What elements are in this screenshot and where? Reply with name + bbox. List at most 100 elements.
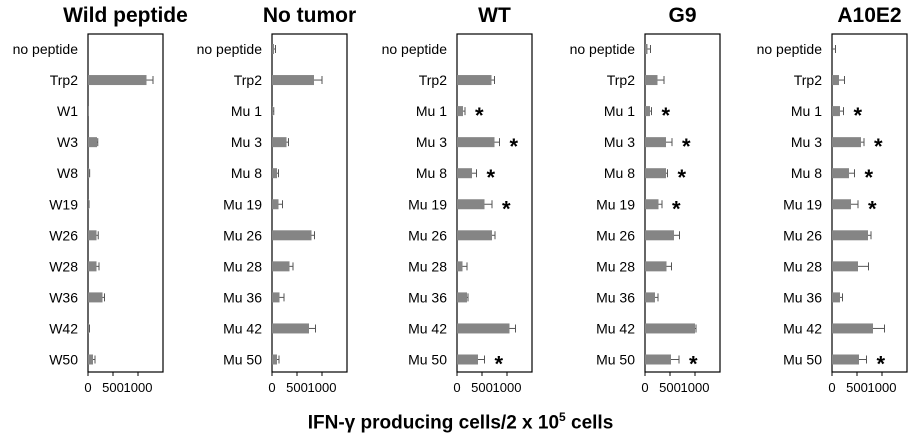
bar xyxy=(645,323,695,334)
bar xyxy=(88,137,97,148)
bar xyxy=(645,137,666,148)
x-axis-label-gamma: γ xyxy=(344,412,356,434)
bar xyxy=(832,106,840,117)
x-axis-label: IFN-γ producing cells/2 x 105 cells xyxy=(0,410,921,434)
panel-title: WT xyxy=(478,4,511,27)
category-label: W1 xyxy=(57,103,78,119)
category-label: Mu 19 xyxy=(596,196,635,212)
bar xyxy=(457,292,467,303)
x-tick-label: 1000 xyxy=(493,380,522,395)
bar xyxy=(457,261,463,272)
bar xyxy=(88,354,93,365)
category-label: Mu 8 xyxy=(231,165,262,181)
bar xyxy=(272,106,273,117)
bar xyxy=(457,323,510,334)
category-label: Mu 42 xyxy=(783,320,822,336)
bar xyxy=(832,354,859,365)
x-tick-label: 500 xyxy=(659,380,681,395)
category-label: W26 xyxy=(49,227,78,243)
bar xyxy=(645,168,666,179)
category-label: Mu 1 xyxy=(791,103,822,119)
significance-star: * xyxy=(487,165,496,190)
x-axis-label-exponent: 5 xyxy=(559,410,566,424)
bar xyxy=(645,106,650,117)
category-label: W19 xyxy=(49,196,78,212)
bar xyxy=(457,230,492,241)
category-label: no peptide xyxy=(382,41,448,57)
bar xyxy=(272,168,277,179)
category-label: Mu 1 xyxy=(231,103,262,119)
significance-star: * xyxy=(510,134,519,159)
category-label: Trp2 xyxy=(794,72,822,88)
bar xyxy=(88,75,147,86)
x-tick-label: 1000 xyxy=(124,380,153,395)
x-tick-label: 0 xyxy=(84,380,91,395)
x-tick-label: 500 xyxy=(846,380,868,395)
bar xyxy=(457,354,478,365)
x-tick-label: 1000 xyxy=(308,380,337,395)
bar xyxy=(645,199,659,210)
category-label: no peptide xyxy=(757,41,823,57)
x-tick-label: 0 xyxy=(453,380,460,395)
category-label: Mu 36 xyxy=(408,289,447,305)
category-label: W28 xyxy=(49,258,78,274)
category-label: Mu 3 xyxy=(604,134,635,150)
bar xyxy=(272,199,279,210)
category-label: W8 xyxy=(57,165,78,181)
significance-star: * xyxy=(502,196,511,221)
category-label: Mu 28 xyxy=(783,258,822,274)
category-label: Mu 19 xyxy=(783,196,822,212)
category-label: Mu 50 xyxy=(223,352,262,368)
category-label: Mu 50 xyxy=(783,352,822,368)
category-label: Mu 8 xyxy=(604,165,635,181)
significance-star: * xyxy=(854,103,863,128)
panel-title: Wild peptide xyxy=(63,4,188,27)
bar xyxy=(88,230,97,241)
bar xyxy=(272,323,309,334)
category-label: Mu 1 xyxy=(416,103,447,119)
significance-star: * xyxy=(678,165,687,190)
significance-star: * xyxy=(682,134,691,159)
category-label: Mu 28 xyxy=(408,258,447,274)
category-label: Mu 26 xyxy=(596,227,635,243)
significance-star: * xyxy=(868,196,877,221)
category-label: Mu 50 xyxy=(596,352,635,368)
x-tick-label: 0 xyxy=(641,380,648,395)
bar xyxy=(272,137,287,148)
category-label: Mu 3 xyxy=(791,134,822,150)
x-axis-label-middle: producing cells/2 x 10 xyxy=(355,412,560,434)
category-label: Mu 36 xyxy=(783,289,822,305)
category-label: Mu 3 xyxy=(416,134,447,150)
category-label: Trp2 xyxy=(234,72,262,88)
bar xyxy=(88,168,90,179)
bar xyxy=(832,75,839,86)
bar xyxy=(832,323,873,334)
category-label: Mu 8 xyxy=(416,165,447,181)
x-axis-label-suffix: cells xyxy=(565,412,614,434)
x-tick-label: 0 xyxy=(268,380,275,395)
bar xyxy=(88,292,103,303)
bar xyxy=(645,354,671,365)
bar xyxy=(832,230,868,241)
panel-title: A10E2 xyxy=(837,4,901,27)
x-tick-label: 0 xyxy=(828,380,835,395)
bar xyxy=(272,354,277,365)
bar xyxy=(272,292,280,303)
bar xyxy=(832,292,840,303)
category-label: Trp2 xyxy=(50,72,78,88)
category-label: no peptide xyxy=(197,41,263,57)
bar xyxy=(832,261,858,272)
category-label: W3 xyxy=(57,134,78,150)
bar xyxy=(645,230,674,241)
x-tick-label: 1000 xyxy=(681,380,710,395)
category-label: Mu 42 xyxy=(596,320,635,336)
category-label: no peptide xyxy=(570,41,636,57)
category-label: Mu 36 xyxy=(596,289,635,305)
bar xyxy=(457,168,472,179)
category-label: Mu 36 xyxy=(223,289,262,305)
x-tick-label: 500 xyxy=(102,380,124,395)
bar xyxy=(645,292,655,303)
bar xyxy=(457,137,495,148)
panel-title: No tumor xyxy=(263,4,356,27)
category-label: Trp2 xyxy=(419,72,447,88)
